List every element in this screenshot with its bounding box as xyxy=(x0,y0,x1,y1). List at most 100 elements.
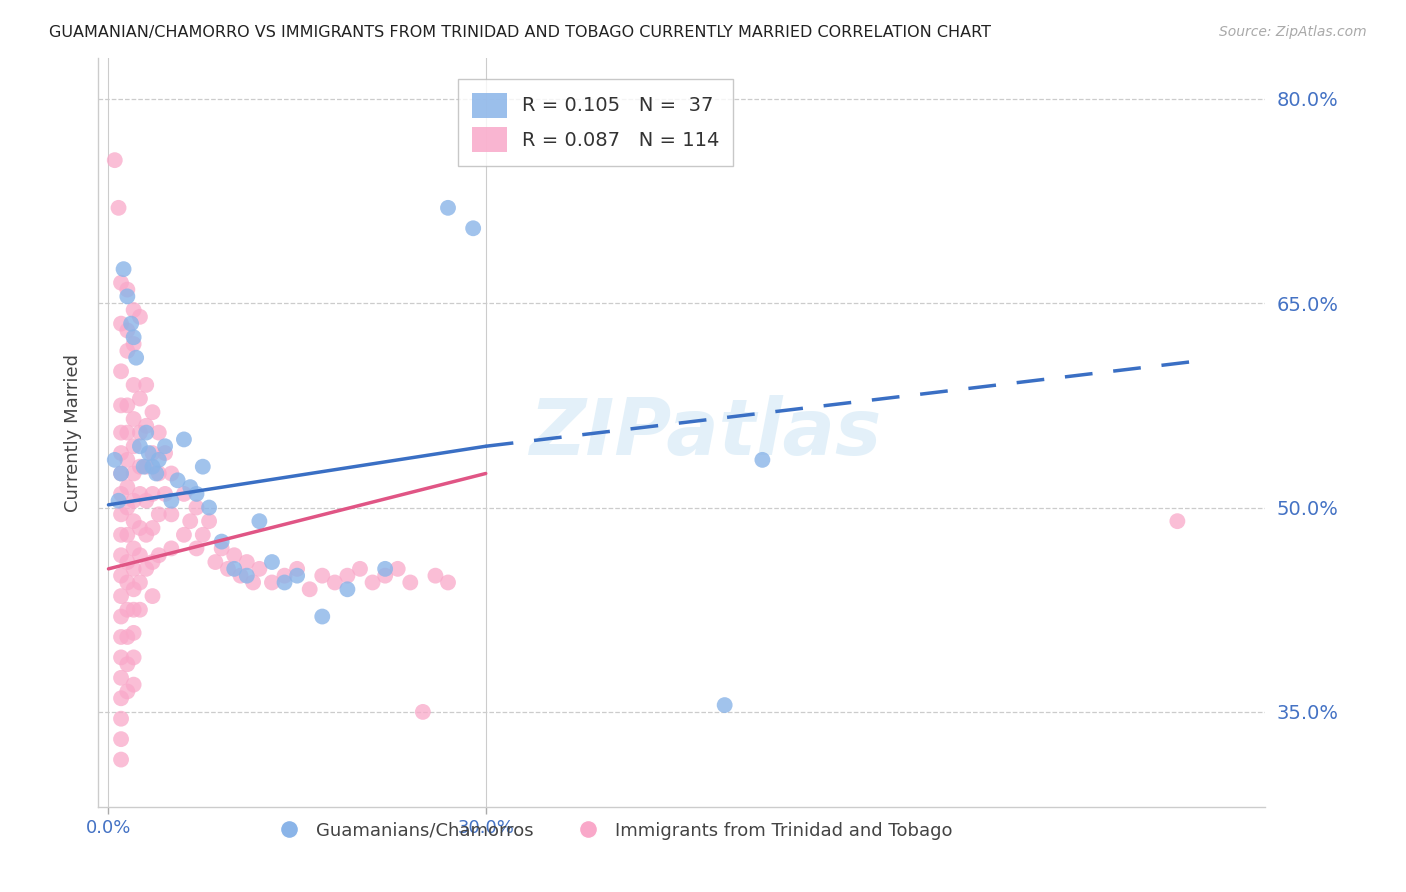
Point xyxy=(122,582,145,597)
Point xyxy=(122,514,145,528)
Point xyxy=(374,568,396,582)
Point xyxy=(129,521,152,535)
Point xyxy=(141,459,163,474)
Point xyxy=(247,562,270,576)
Point xyxy=(112,262,135,277)
Point xyxy=(117,289,139,303)
Point xyxy=(122,626,145,640)
Point xyxy=(135,562,157,576)
Point xyxy=(323,575,346,590)
Point xyxy=(186,487,208,501)
Point xyxy=(148,508,170,522)
Point xyxy=(110,467,132,481)
Point xyxy=(236,568,259,582)
Point xyxy=(125,351,148,365)
Point xyxy=(204,555,226,569)
Point xyxy=(273,568,295,582)
Point xyxy=(135,493,157,508)
Point xyxy=(160,467,183,481)
Point xyxy=(122,412,145,426)
Point xyxy=(110,364,132,378)
Point xyxy=(122,493,145,508)
Point xyxy=(425,568,447,582)
Point xyxy=(110,467,132,481)
Point xyxy=(141,487,163,501)
Point xyxy=(713,698,735,712)
Point xyxy=(437,575,460,590)
Point xyxy=(463,221,485,235)
Point xyxy=(122,378,145,392)
Point xyxy=(229,568,252,582)
Point xyxy=(191,528,214,542)
Point xyxy=(186,541,208,556)
Point xyxy=(122,303,145,318)
Point xyxy=(129,459,152,474)
Point xyxy=(141,446,163,460)
Point xyxy=(273,575,295,590)
Point xyxy=(110,589,132,603)
Point xyxy=(129,392,152,406)
Point xyxy=(104,453,127,467)
Point xyxy=(153,439,176,453)
Point xyxy=(122,678,145,692)
Point xyxy=(153,446,176,460)
Point xyxy=(179,480,201,494)
Point xyxy=(117,575,139,590)
Point xyxy=(285,568,308,582)
Point xyxy=(236,555,259,569)
Point xyxy=(129,575,152,590)
Point xyxy=(349,562,371,576)
Point xyxy=(135,378,157,392)
Point xyxy=(117,528,139,542)
Point xyxy=(399,575,422,590)
Point xyxy=(141,589,163,603)
Point xyxy=(374,562,396,576)
Point xyxy=(160,493,183,508)
Point xyxy=(122,439,145,453)
Point xyxy=(132,459,155,474)
Point xyxy=(211,534,233,549)
Point xyxy=(173,433,195,447)
Point xyxy=(1166,514,1188,528)
Point xyxy=(336,582,359,597)
Point xyxy=(217,562,239,576)
Point xyxy=(107,493,129,508)
Point xyxy=(117,425,139,440)
Point xyxy=(138,446,160,460)
Point xyxy=(122,467,145,481)
Point xyxy=(117,500,139,515)
Text: GUAMANIAN/CHAMORRO VS IMMIGRANTS FROM TRINIDAD AND TOBAGO CURRENTLY MARRIED CORR: GUAMANIAN/CHAMORRO VS IMMIGRANTS FROM TR… xyxy=(49,25,991,40)
Point xyxy=(110,548,132,562)
Point xyxy=(110,508,132,522)
Point xyxy=(336,568,359,582)
Point xyxy=(110,609,132,624)
Point xyxy=(129,487,152,501)
Point xyxy=(148,453,170,467)
Point xyxy=(122,603,145,617)
Point xyxy=(110,425,132,440)
Point xyxy=(107,201,129,215)
Point xyxy=(110,487,132,501)
Point xyxy=(311,568,333,582)
Point xyxy=(129,439,152,453)
Point xyxy=(117,603,139,617)
Point xyxy=(122,562,145,576)
Point xyxy=(437,201,460,215)
Point xyxy=(117,630,139,644)
Point xyxy=(751,453,773,467)
Point xyxy=(412,705,434,719)
Point xyxy=(135,459,157,474)
Point xyxy=(145,467,167,481)
Y-axis label: Currently Married: Currently Married xyxy=(63,353,82,512)
Point xyxy=(120,317,142,331)
Point xyxy=(122,541,145,556)
Point xyxy=(117,684,139,698)
Point xyxy=(110,753,132,767)
Point xyxy=(122,650,145,665)
Point xyxy=(160,508,183,522)
Point xyxy=(191,459,214,474)
Point xyxy=(110,446,132,460)
Legend: Guamanians/Chamorros, Immigrants from Trinidad and Tobago: Guamanians/Chamorros, Immigrants from Tr… xyxy=(264,814,960,847)
Point xyxy=(117,657,139,672)
Point xyxy=(285,562,308,576)
